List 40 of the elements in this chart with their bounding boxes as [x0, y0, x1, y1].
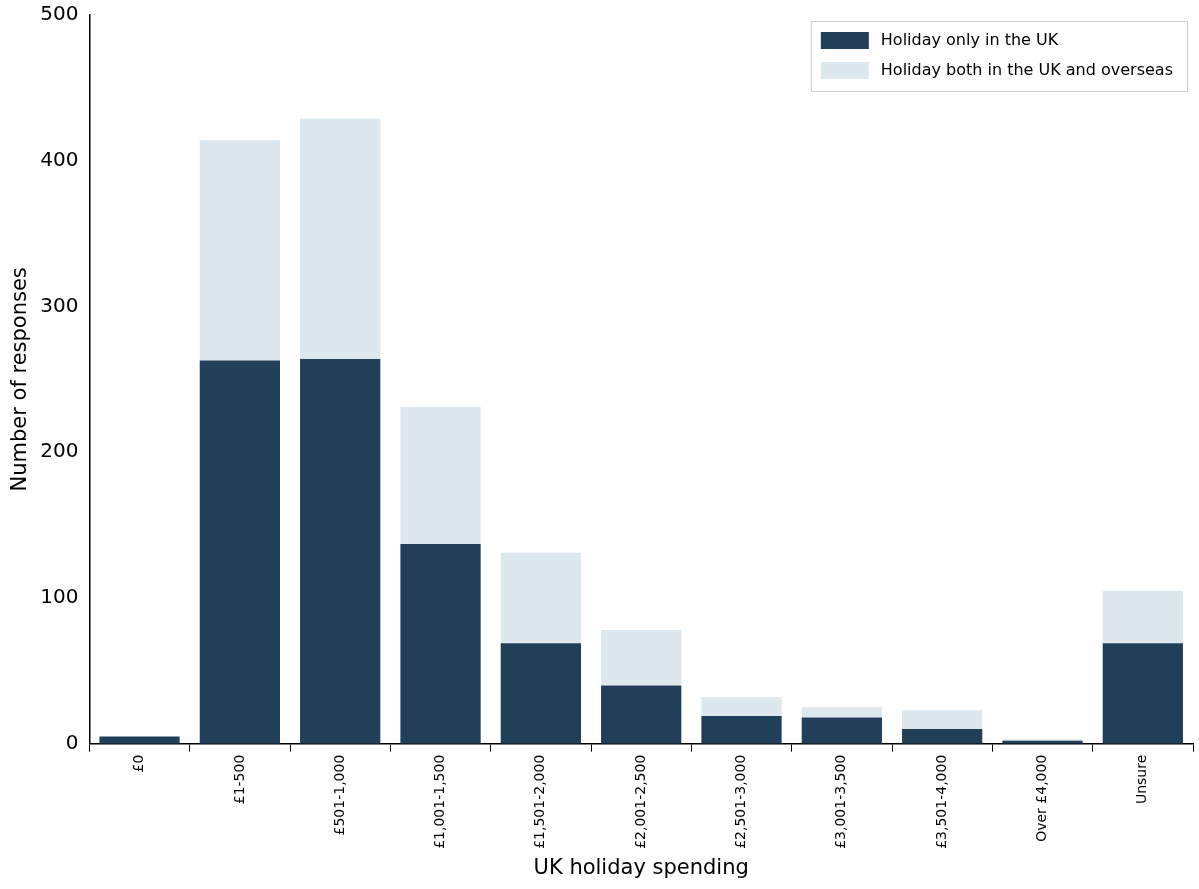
y-tick-label: 300 [40, 292, 79, 317]
x-tick-label: Over £4,000 [1033, 754, 1050, 842]
bar [199, 360, 280, 744]
bar [500, 552, 581, 644]
x-tick-label: £3,501-4,000 [932, 754, 949, 849]
bar [400, 407, 481, 545]
y-tick-label: 100 [40, 584, 79, 609]
y-axis-title: Number of responses [7, 267, 32, 492]
bar [300, 118, 381, 359]
bar [601, 630, 682, 686]
bar [1102, 643, 1183, 744]
bar [99, 736, 180, 744]
bar [902, 729, 983, 744]
x-tick-label: Unsure [1133, 754, 1150, 805]
bar [400, 544, 481, 744]
bar [902, 710, 983, 730]
y-tick-label: 0 [65, 729, 79, 754]
bar [300, 358, 381, 744]
x-axis-title: UK holiday spending [533, 854, 749, 879]
x-tick-label: £2,501-3,000 [732, 754, 749, 849]
x-tick-label: £501-1,000 [330, 754, 347, 836]
y-tick-label: 200 [40, 438, 79, 463]
bar [199, 140, 280, 361]
bar [801, 707, 882, 718]
bar [500, 643, 581, 744]
bar [1102, 590, 1183, 644]
y-tick-label: 500 [40, 1, 79, 26]
x-tick-label: £3,001-3,500 [832, 754, 849, 849]
legend-label: Holiday only in the UK [880, 30, 1059, 50]
y-tick-label: 400 [40, 146, 79, 171]
x-tick-label: £1,001-1,500 [431, 754, 448, 849]
legend-label: Holiday both in the UK and overseas [880, 60, 1174, 80]
x-tick-label: £1,501-2,000 [531, 754, 548, 849]
bar [701, 715, 782, 744]
bar [801, 717, 882, 744]
x-tick-label: £1-500 [230, 754, 247, 805]
bar [601, 685, 682, 744]
x-tick-label: £2,001-2,500 [631, 754, 648, 849]
bar [701, 697, 782, 716]
x-tick-label: £0 [130, 754, 147, 773]
